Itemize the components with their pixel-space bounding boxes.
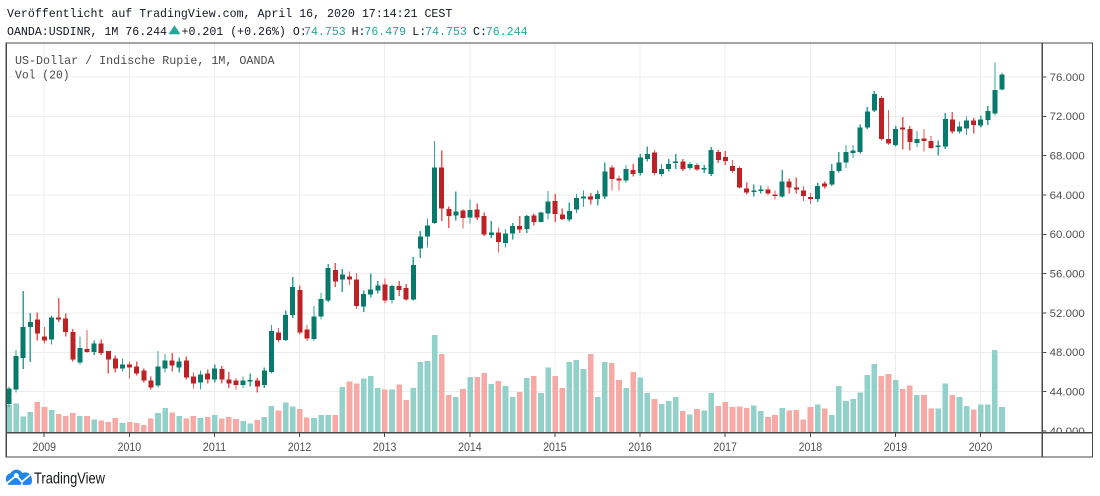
svg-text:TradingView: TradingView [34,470,106,487]
svg-text:72.000: 72.000 [1050,111,1085,123]
svg-text:Vol (20): Vol (20) [15,70,70,83]
svg-text:74.753: 74.753 [425,26,467,39]
svg-text:2017: 2017 [713,440,737,454]
svg-text:US-Dollar / Indische Rupie, 1M: US-Dollar / Indische Rupie, 1M, OANDA [15,55,275,68]
svg-text:OANDA:USDINR, 1M 76.244: OANDA:USDINR, 1M 76.244 [7,26,167,39]
svg-text:68.000: 68.000 [1050,151,1085,163]
svg-text:48.000: 48.000 [1050,347,1085,359]
svg-text:2015: 2015 [543,440,567,454]
svg-text:2013: 2013 [373,440,397,454]
svg-text:60.000: 60.000 [1050,229,1085,241]
svg-text:52.000: 52.000 [1050,308,1085,320]
svg-text:H:: H: [352,26,366,39]
svg-text:2009: 2009 [33,440,57,454]
svg-text:2010: 2010 [118,440,142,454]
svg-text:64.000: 64.000 [1050,190,1085,202]
svg-text:2012: 2012 [288,440,312,454]
svg-text:76.000: 76.000 [1050,72,1085,84]
svg-text:76.479: 76.479 [364,26,406,39]
svg-text:+0.201 (+0.26%) O:: +0.201 (+0.26%) O: [182,26,307,39]
svg-text:76.244: 76.244 [486,26,528,39]
svg-text:44.000: 44.000 [1050,387,1085,399]
svg-text:L:: L: [412,26,426,39]
svg-text:2011: 2011 [203,440,227,454]
svg-text:2019: 2019 [884,440,908,454]
svg-text:2014: 2014 [458,440,482,454]
svg-text:56.000: 56.000 [1050,269,1085,281]
svg-text:C:: C: [473,26,487,39]
svg-text:2016: 2016 [628,440,652,454]
svg-text:2018: 2018 [799,440,823,454]
svg-text:Veröffentlicht auf TradingView: Veröffentlicht auf TradingView.com, Apri… [7,8,452,21]
svg-text:2020: 2020 [969,440,993,454]
svg-text:74.753: 74.753 [304,26,346,39]
